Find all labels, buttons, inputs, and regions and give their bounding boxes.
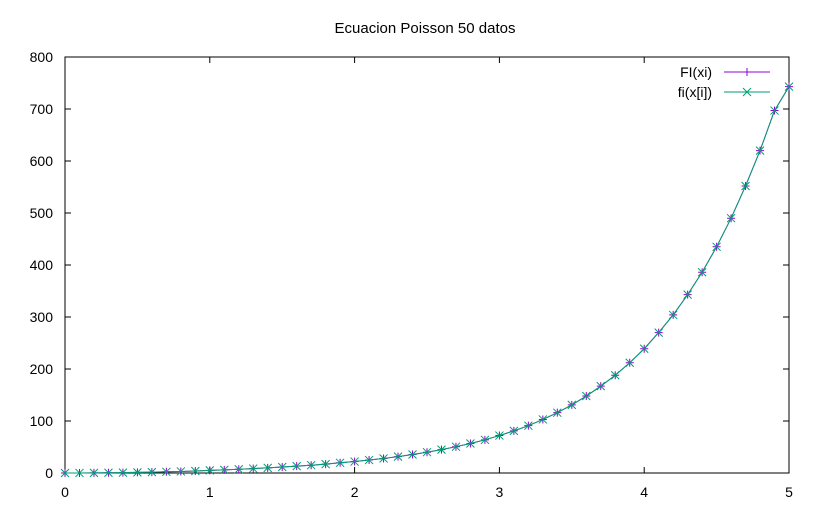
series-1 xyxy=(61,82,793,477)
data-point xyxy=(248,464,258,473)
data-point xyxy=(176,467,186,476)
data-point xyxy=(133,468,142,477)
data-point xyxy=(118,468,128,477)
data-point xyxy=(742,87,752,97)
data-point xyxy=(581,391,591,401)
data-point xyxy=(234,464,244,474)
x-tick-label: 3 xyxy=(496,484,504,500)
data-point xyxy=(277,462,287,472)
data-point xyxy=(162,467,171,477)
data-point xyxy=(639,344,649,354)
data-point xyxy=(437,445,446,454)
x-tick-label: 4 xyxy=(640,484,648,500)
data-point xyxy=(451,442,461,452)
series-2 xyxy=(60,82,794,478)
data-point xyxy=(480,435,490,445)
y-tick-label: 600 xyxy=(30,153,54,169)
data-point xyxy=(393,452,403,461)
data-point xyxy=(335,458,345,468)
legend: FI(xi) fi(x[i]) xyxy=(678,64,770,100)
legend-label: FI(xi) xyxy=(680,64,712,80)
data-point xyxy=(104,468,113,478)
data-point xyxy=(60,468,70,478)
data-point xyxy=(697,267,707,277)
data-point xyxy=(538,415,548,424)
data-point xyxy=(263,463,273,473)
data-point xyxy=(524,421,533,431)
series-line xyxy=(64,86,790,474)
data-point xyxy=(75,468,84,478)
data-point xyxy=(755,146,765,155)
data-point xyxy=(741,181,750,191)
data-point xyxy=(364,455,374,465)
series-layer xyxy=(60,82,794,478)
data-point xyxy=(596,381,606,391)
y-tick-label: 800 xyxy=(30,49,54,65)
data-point xyxy=(292,461,302,471)
x-tick-label: 5 xyxy=(785,484,793,500)
series-line xyxy=(64,86,790,474)
data-point xyxy=(610,370,620,380)
y-tick-label: 400 xyxy=(30,257,54,273)
x-tick-label: 1 xyxy=(206,484,214,500)
data-point xyxy=(205,466,215,475)
data-point xyxy=(321,459,330,469)
data-point xyxy=(147,467,157,477)
axes: 0 1 2 3 4 5 0 100 200 300 400 500 600 700 800 xyxy=(30,49,793,500)
y-tick-label: 200 xyxy=(30,361,54,377)
y-tick-label: 100 xyxy=(30,413,54,429)
x-tick-label: 2 xyxy=(351,484,359,500)
x-tick-label: 0 xyxy=(61,484,69,500)
data-point xyxy=(726,213,736,223)
data-point xyxy=(567,400,577,410)
data-point xyxy=(770,106,779,115)
data-point xyxy=(654,328,664,337)
data-point xyxy=(668,310,678,320)
data-point xyxy=(743,68,751,76)
data-point xyxy=(89,468,99,478)
data-point xyxy=(552,408,562,418)
y-tick-label: 500 xyxy=(30,205,54,221)
y-tick-label: 0 xyxy=(45,465,53,481)
data-point xyxy=(683,290,692,299)
data-point xyxy=(190,466,200,476)
data-point xyxy=(219,465,229,475)
data-point xyxy=(495,431,504,440)
data-point xyxy=(408,450,417,459)
data-point xyxy=(350,457,359,466)
data-point xyxy=(625,358,635,368)
data-point xyxy=(422,447,432,457)
y-tick-label: 700 xyxy=(30,101,54,117)
data-point xyxy=(379,454,388,463)
data-point xyxy=(466,439,475,448)
y-tick-label: 300 xyxy=(30,309,54,325)
data-point xyxy=(784,82,794,91)
plot-frame xyxy=(64,56,790,474)
data-point xyxy=(509,426,519,436)
data-point xyxy=(712,242,721,252)
data-point xyxy=(306,460,316,470)
legend-label: fi(x[i]) xyxy=(678,84,712,100)
chart-title: Ecuacion Poisson 50 datos xyxy=(335,20,516,37)
